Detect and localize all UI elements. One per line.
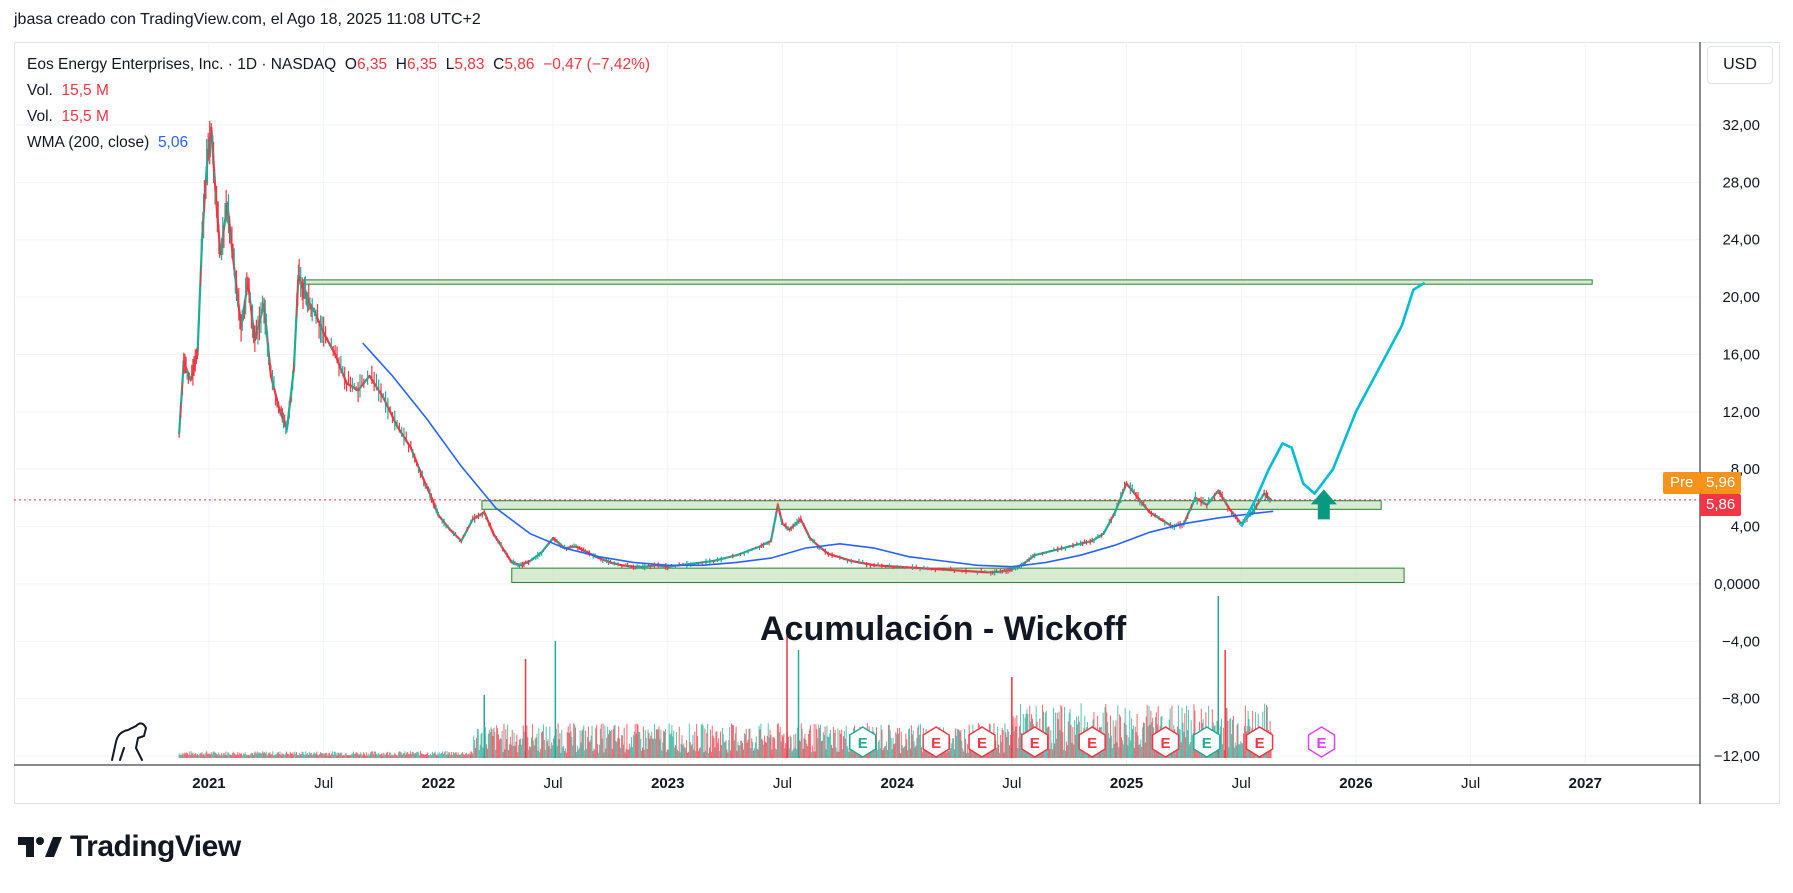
- earnings-marker-label-1: E: [931, 735, 941, 752]
- y-tick-label-10: −8,00: [1722, 691, 1760, 708]
- resistance-zone-upper: [481, 500, 1382, 510]
- earnings-marker-label-7: E: [1255, 735, 1265, 752]
- x-tick-label-12: 2027: [1569, 775, 1602, 792]
- legend-symbol: Eos Energy Enterprises, Inc. · 1D · NASD…: [27, 56, 337, 73]
- legend-wma-value: 5,06: [157, 134, 189, 151]
- earnings-marker-label-4: E: [1087, 735, 1097, 752]
- earnings-marker-icon-5: [1151, 726, 1180, 758]
- legend-vol2-value: 15,5 M: [61, 108, 109, 125]
- earnings-marker-label-8: E: [1317, 735, 1327, 752]
- dinosaur-icon: [111, 722, 147, 761]
- legend-vol1-label: Vol.: [27, 82, 53, 99]
- x-tick-label-9: Jul: [1232, 775, 1251, 792]
- x-tick-label-4: 2023: [651, 775, 684, 792]
- earnings-marker-icon-0: [848, 726, 877, 758]
- legend-vol1-value: 15,5 M: [61, 82, 109, 99]
- y-tick-label-5: 12,00: [1722, 404, 1760, 421]
- legend-open-label: O: [344, 56, 357, 73]
- chart-annotation: Acumulación - Wickoff: [760, 610, 1127, 648]
- earnings-marker-icon-1: [922, 726, 950, 758]
- earnings-marker-icon-7: [1245, 726, 1274, 758]
- earnings-marker-label-6: E: [1202, 735, 1212, 752]
- legend-symbol-row[interactable]: Eos Energy Enterprises, Inc. · 1D · NASD…: [27, 52, 650, 78]
- target-zone-top: [302, 279, 1593, 285]
- legend-high-value: 6,35: [406, 56, 438, 73]
- legend-low-value: 5,83: [454, 56, 485, 73]
- x-tick-label-5: Jul: [773, 775, 792, 792]
- tradingview-brand[interactable]: TradingView: [18, 830, 241, 864]
- chart-caption: jbasa creado con TradingView.com, el Ago…: [14, 11, 481, 28]
- legend-change: −0,47 (−7,42%): [543, 56, 651, 73]
- earnings-marker-icon-8: [1307, 726, 1336, 758]
- x-tick-label-3: Jul: [543, 775, 562, 792]
- brand-name: TradingView: [70, 830, 241, 863]
- legend-wma-label: WMA (200, close): [27, 134, 150, 151]
- legend-volume-row-2[interactable]: Vol. 15,5 M: [27, 104, 650, 130]
- legend-close-value: 5,86: [504, 56, 535, 73]
- chart-legend: Eos Energy Enterprises, Inc. · 1D · NASD…: [27, 52, 650, 156]
- currency-button[interactable]: USD: [1707, 46, 1773, 84]
- x-tick-label-8: 2025: [1110, 775, 1143, 792]
- earnings-marker-icon-2: [968, 726, 996, 758]
- y-tick-label-9: −4,00: [1722, 633, 1760, 650]
- legend-high-label: H: [395, 56, 407, 73]
- legend-vol2-label: Vol.: [27, 108, 53, 125]
- x-tick-label-0: 2021: [192, 775, 225, 792]
- earnings-marker-label-2: E: [977, 735, 987, 752]
- earnings-marker-icon-3: [1021, 726, 1049, 758]
- earnings-marker-label-3: E: [1030, 735, 1040, 752]
- x-tick-label-7: Jul: [1002, 775, 1021, 792]
- projection-path: [1240, 281, 1426, 528]
- premarket-price: 5,96: [1700, 472, 1742, 494]
- y-tick-label-7: 4,00: [1731, 519, 1760, 536]
- y-tick-label-11: −12,00: [1714, 748, 1760, 765]
- y-tick-label-4: 16,00: [1722, 346, 1760, 363]
- y-tick-label-0: 32,00: [1722, 117, 1760, 134]
- x-tick-label-1: Jul: [314, 775, 333, 792]
- x-tick-label-10: 2026: [1339, 775, 1372, 792]
- wma-line: [362, 342, 1274, 568]
- y-tick-label-1: 28,00: [1722, 174, 1760, 191]
- x-tick-label-6: 2024: [880, 775, 914, 792]
- premarket-label: Pre: [1663, 472, 1701, 494]
- legend-volume-row-1[interactable]: Vol. 15,5 M: [27, 78, 650, 104]
- earnings-marker-label-5: E: [1161, 735, 1171, 752]
- x-tick-label-11: Jul: [1461, 775, 1480, 792]
- tradingview-logo-icon: [18, 837, 62, 857]
- earnings-marker-label-0: E: [858, 735, 868, 752]
- support-zone-lower: [511, 567, 1405, 583]
- legend-low-label: L: [445, 56, 455, 73]
- y-tick-label-8: 0,0000: [1714, 576, 1760, 593]
- up-arrow-icon: [1310, 489, 1337, 520]
- last-price: 5,86: [1700, 494, 1742, 516]
- earnings-marker-icon-6: [1193, 726, 1221, 758]
- y-tick-label-3: 20,00: [1722, 289, 1760, 306]
- legend-open-value: 6,35: [356, 56, 388, 73]
- earnings-marker-icon-4: [1078, 726, 1106, 758]
- legend-wma-row[interactable]: WMA (200, close) 5,06: [27, 130, 650, 156]
- y-tick-label-2: 24,00: [1722, 232, 1760, 249]
- legend-close-label: C: [493, 56, 505, 73]
- x-tick-label-2: 2022: [422, 775, 455, 792]
